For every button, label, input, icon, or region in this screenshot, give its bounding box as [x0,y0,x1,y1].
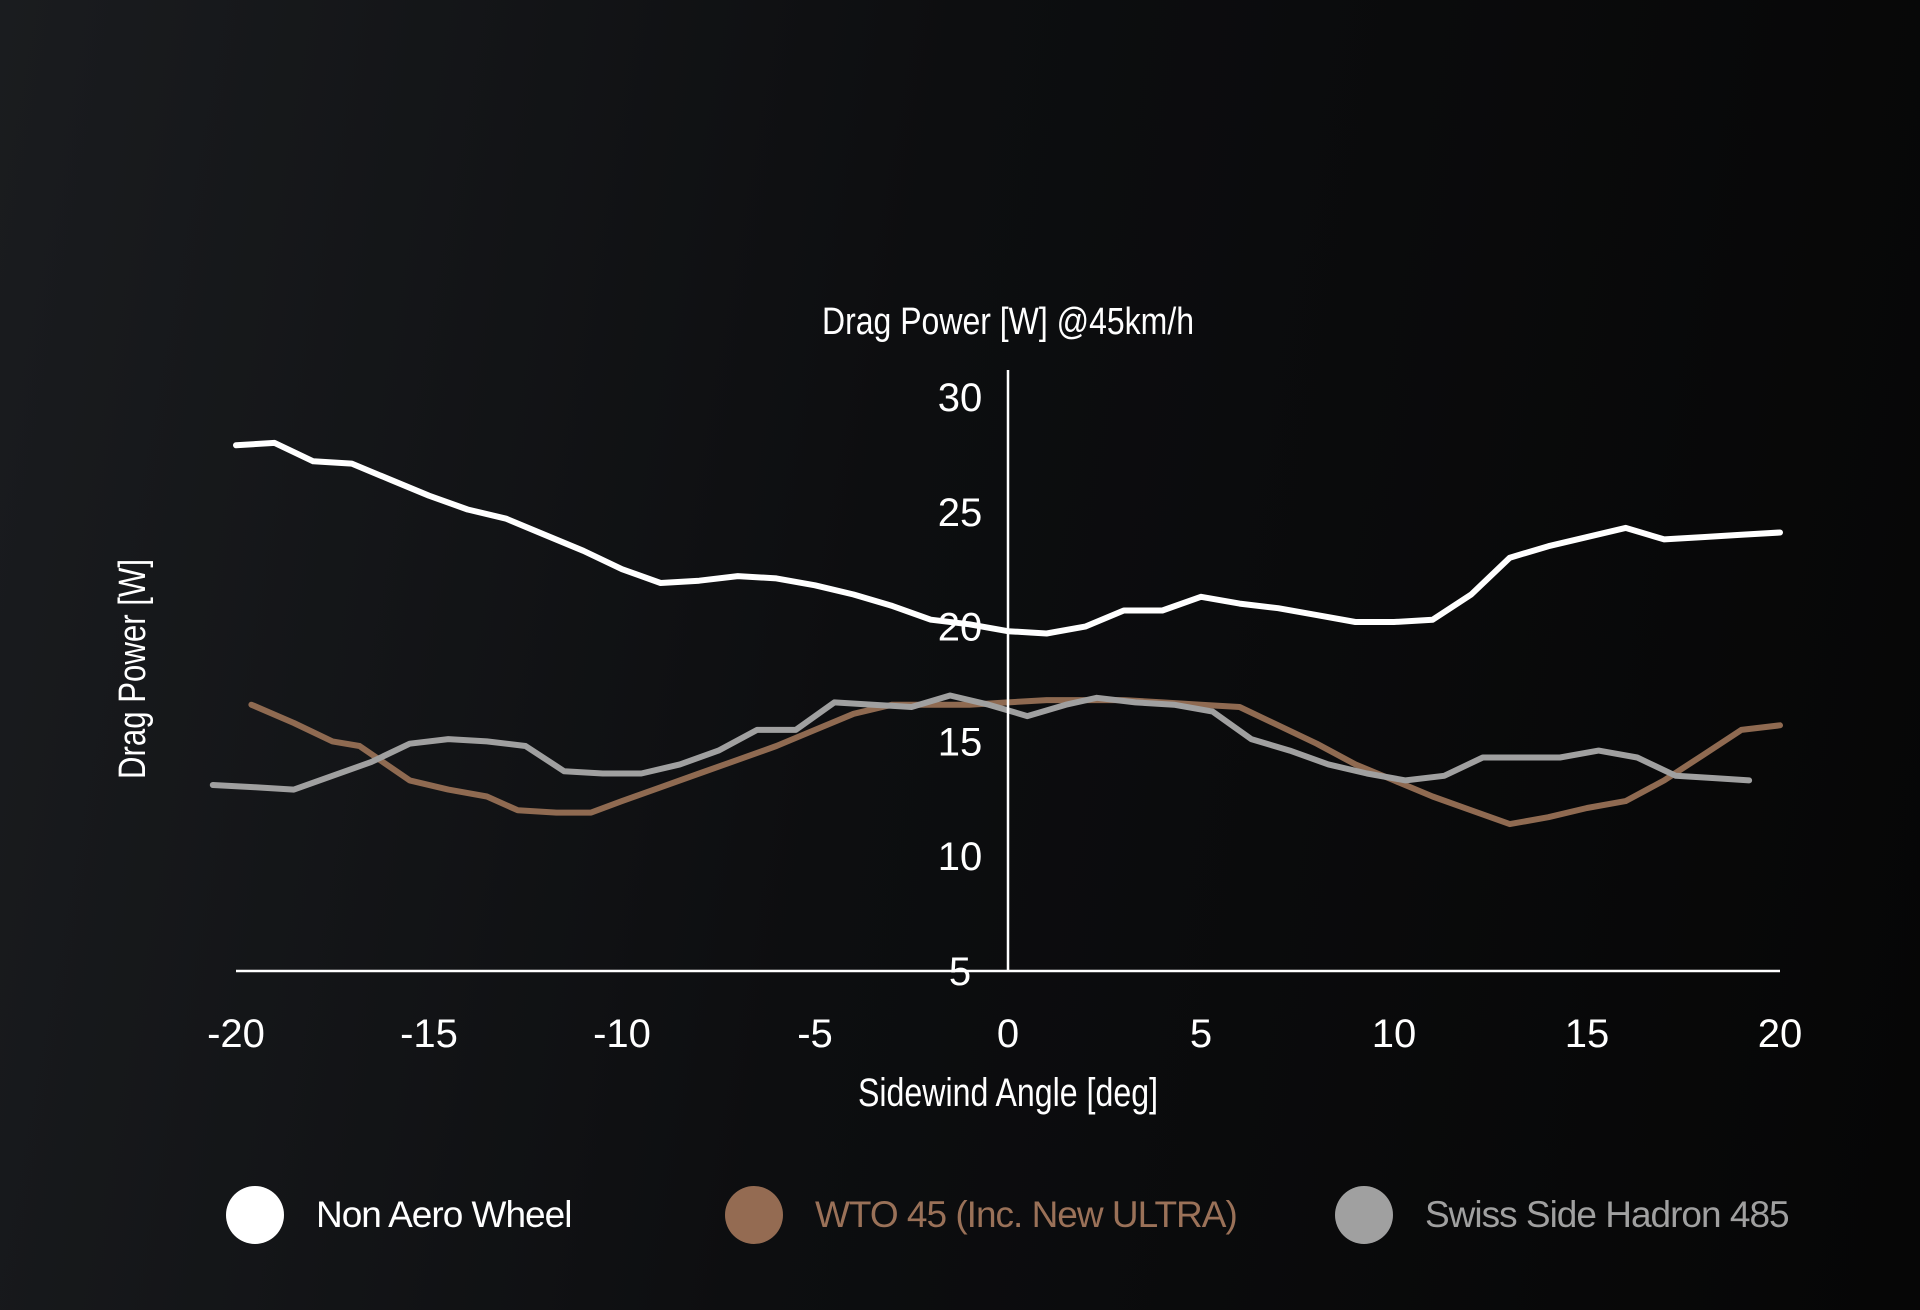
x-tick-label: -20 [207,1012,265,1056]
legend-swatch [725,1186,783,1244]
x-tick-label: 15 [1565,1012,1610,1056]
y-tick-label: 15 [938,720,983,764]
legend-item-non-aero-wheel: Non Aero Wheel [226,1175,572,1255]
axes-layer [236,370,1780,973]
x-axis-label: Sidewind Angle [deg] [858,1071,1158,1115]
series-line-wto-45 [248,697,1783,828]
y-tick-label: 5 [949,950,971,994]
x-tick-label: -15 [400,1012,458,1056]
chart-title: Drag Power [W] @45km/h [822,301,1194,343]
series-line-swiss-side-hadron-485 [209,692,1753,793]
y-tick-label: 30 [938,376,983,420]
legend-label: Swiss Side Hadron 485 [1425,1194,1790,1235]
x-tick-label: 0 [997,1012,1019,1056]
legend-item-swiss-side-hadron-485: Swiss Side Hadron 485 [1335,1175,1790,1255]
y-axis-label: Drag Power [W] [112,559,154,779]
legend: Non Aero Wheel WTO 45 (Inc. New ULTRA) S… [0,1175,1920,1255]
y-tick-label: 10 [938,835,983,879]
legend-swatch [1335,1186,1393,1244]
legend-item-wto-45: WTO 45 (Inc. New ULTRA) [725,1175,1238,1255]
x-tick-label: 20 [1758,1012,1803,1056]
x-tick-label: -5 [797,1012,833,1056]
legend-label: WTO 45 (Inc. New ULTRA) [815,1194,1238,1235]
legend-label: Non Aero Wheel [316,1194,572,1235]
series-layer [209,439,1783,828]
legend-swatch [226,1186,284,1244]
x-tick-label: 10 [1372,1012,1417,1056]
x-tick-label: -10 [593,1012,651,1056]
x-tick-label: 5 [1190,1012,1212,1056]
y-tick-label: 20 [938,606,983,650]
y-tick-label: 25 [938,491,983,535]
